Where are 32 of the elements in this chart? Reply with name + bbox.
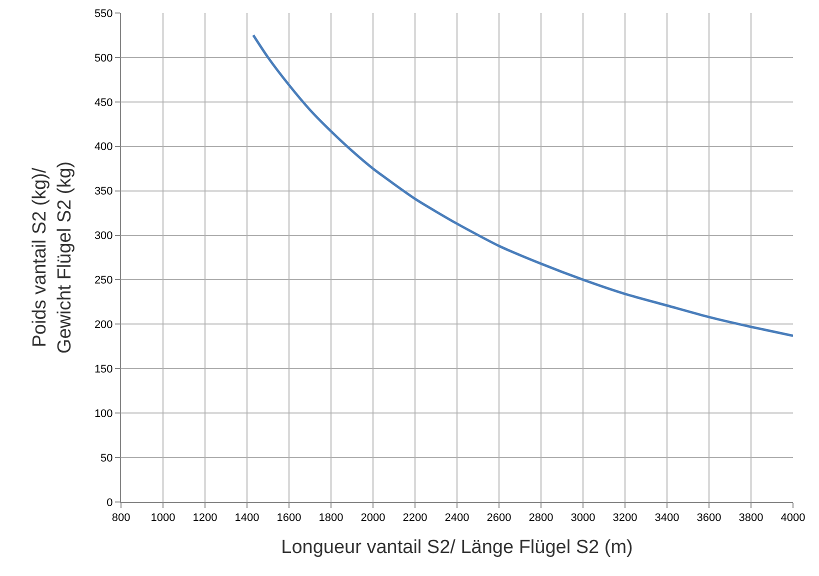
y-tick-label: 50	[100, 452, 113, 464]
y-tick-label: 450	[94, 96, 113, 109]
y-tick-label: 350	[94, 186, 113, 198]
x-tick-label: 2600	[486, 512, 512, 524]
x-tick-label: 3000	[570, 512, 596, 524]
line-series	[252, 34, 793, 337]
y-tick-label: 300	[94, 230, 113, 242]
y-axis-title: Poids vantail S2 (kg)/ Gewicht Flügel S2 (kg)	[30, 161, 76, 354]
x-tick-label: 800	[112, 512, 130, 524]
x-tick-label: 3200	[612, 512, 638, 524]
y-tick-label: 200	[94, 319, 113, 332]
x-tick-label: 3600	[696, 512, 722, 524]
x-tick-label: 1400	[234, 512, 260, 524]
x-tick-label: 2800	[528, 512, 554, 524]
y-tick-label: 400	[94, 141, 113, 154]
y-tick-label: 100	[94, 408, 113, 420]
x-tick-label: 4000	[780, 512, 806, 524]
x-tick-label: 2400	[444, 512, 470, 524]
x-tick-label: 1200	[192, 512, 218, 524]
y-tick-label: 550	[94, 8, 113, 20]
y-tick-label: 150	[94, 363, 113, 376]
y-tick-label: 500	[94, 52, 113, 64]
y-tick-label: 0	[106, 496, 113, 509]
y-tick-label: 250	[94, 274, 113, 287]
x-tick-label: 3800	[738, 512, 764, 524]
x-tick-label: 1800	[318, 512, 344, 524]
x-tick-label: 1600	[276, 512, 302, 524]
x-tick-label: 2200	[402, 512, 428, 524]
x-tick-label: 2000	[360, 512, 386, 524]
x-axis-title: Longueur vantail S2/ Länge Flügel S2 (m)	[281, 537, 633, 558]
x-tick-label: 1000	[150, 512, 176, 524]
x-tick-label: 3400	[654, 512, 680, 524]
